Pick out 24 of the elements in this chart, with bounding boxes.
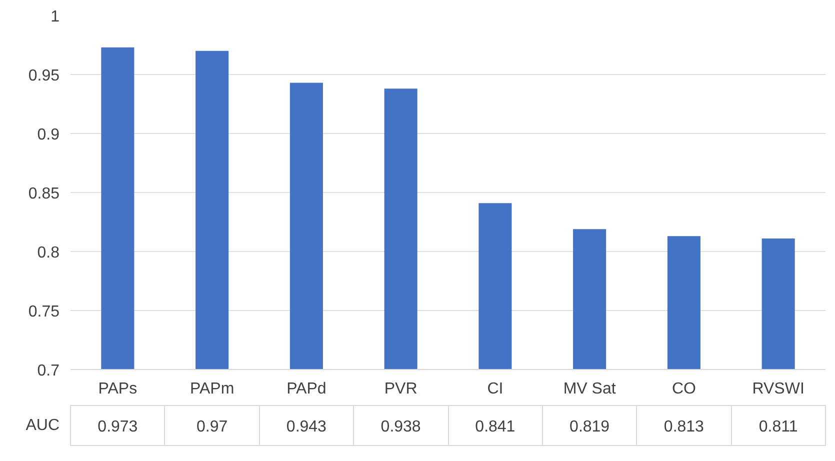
y-tick-label: 1 — [50, 8, 60, 26]
x-tick-label: PAPm — [190, 380, 234, 398]
x-tick-label: RVSWI — [752, 380, 804, 398]
y-tick-label: 0.95 — [28, 68, 60, 84]
y-tick-label: 0.9 — [37, 126, 60, 144]
data-label: 0.973 — [98, 418, 138, 436]
x-tick-label: CI — [487, 380, 504, 398]
y-tick-label: 0.7 — [37, 362, 60, 380]
x-tick-label: PAPd — [286, 380, 326, 398]
y-tick-label: 0.8 — [37, 244, 60, 262]
data-label: 0.938 — [380, 418, 421, 436]
x-tick-label: PVR — [384, 380, 418, 398]
data-label: 0.97 — [196, 418, 228, 436]
data-label: 0.841 — [475, 418, 516, 436]
data-label: 0.811 — [758, 418, 798, 436]
x-tick-label: CO — [672, 380, 696, 398]
x-tick-label: PAPs — [98, 380, 138, 398]
y-tick-label: 0.85 — [28, 186, 60, 202]
x-tick-label: MV Sat — [563, 380, 616, 398]
y-tick-label: 0.75 — [28, 304, 60, 320]
data-label: 0.943 — [286, 418, 327, 436]
data-label: 0.819 — [570, 418, 610, 436]
data-label: 0.813 — [664, 418, 704, 436]
text: AUC — [26, 417, 60, 434]
